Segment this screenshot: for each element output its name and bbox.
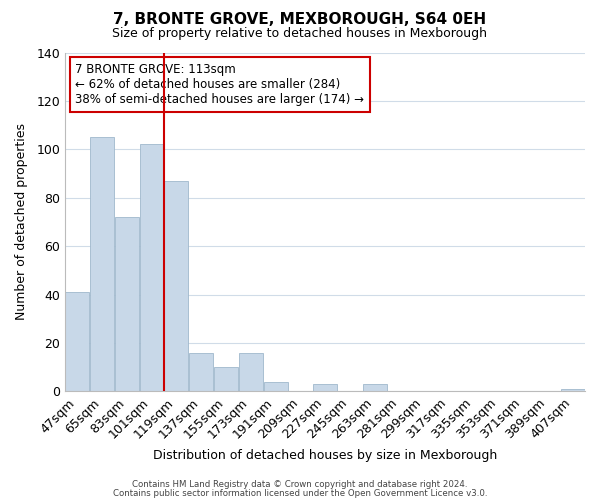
Bar xyxy=(313,384,337,392)
Bar xyxy=(189,352,213,392)
Bar xyxy=(115,217,139,392)
Text: Size of property relative to detached houses in Mexborough: Size of property relative to detached ho… xyxy=(113,28,487,40)
Bar xyxy=(239,352,263,392)
Bar xyxy=(140,144,164,392)
Text: 7, BRONTE GROVE, MEXBOROUGH, S64 0EH: 7, BRONTE GROVE, MEXBOROUGH, S64 0EH xyxy=(113,12,487,28)
Text: Contains public sector information licensed under the Open Government Licence v3: Contains public sector information licen… xyxy=(113,488,487,498)
Text: Contains HM Land Registry data © Crown copyright and database right 2024.: Contains HM Land Registry data © Crown c… xyxy=(132,480,468,489)
Bar xyxy=(164,181,188,392)
Bar xyxy=(90,137,114,392)
Bar xyxy=(65,292,89,392)
X-axis label: Distribution of detached houses by size in Mexborough: Distribution of detached houses by size … xyxy=(153,450,497,462)
Bar xyxy=(263,382,287,392)
Bar xyxy=(214,367,238,392)
Bar xyxy=(560,389,584,392)
Y-axis label: Number of detached properties: Number of detached properties xyxy=(15,124,28,320)
Bar xyxy=(362,384,386,392)
Text: 7 BRONTE GROVE: 113sqm
← 62% of detached houses are smaller (284)
38% of semi-de: 7 BRONTE GROVE: 113sqm ← 62% of detached… xyxy=(76,62,364,106)
